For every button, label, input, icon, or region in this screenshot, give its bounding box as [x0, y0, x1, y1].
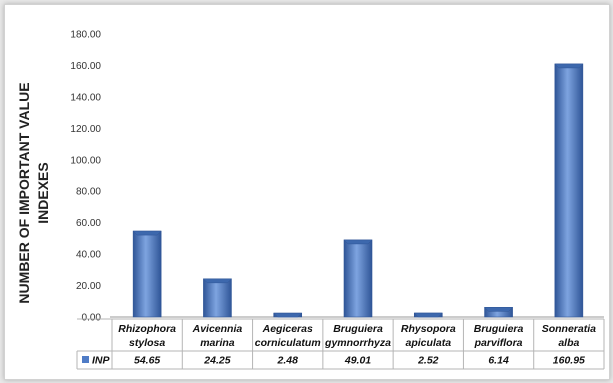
- y-tick-label: 140.00: [70, 92, 101, 103]
- bar-top: [554, 63, 584, 69]
- bar-top: [413, 312, 443, 318]
- bar-top: [343, 239, 373, 245]
- category-label: marina: [200, 337, 235, 349]
- category-label: corniculatum: [255, 337, 321, 349]
- value-label: 2.52: [417, 355, 439, 367]
- value-label: 160.95: [553, 355, 585, 367]
- bar: [132, 230, 162, 318]
- bar: [203, 278, 232, 318]
- y-tick-label: 160.00: [70, 61, 101, 72]
- y-tick-label: 40.00: [76, 250, 101, 261]
- category-label: Rhysopora: [401, 323, 456, 335]
- bar-top: [483, 307, 514, 312]
- bar-top: [273, 312, 303, 318]
- value-label: 24.25: [203, 355, 230, 367]
- y-tick-label: 80.00: [76, 187, 101, 198]
- y-tick-label: 100.00: [70, 155, 101, 166]
- y-tick-label: 0.00: [82, 313, 102, 324]
- category-label: Aegiceras: [262, 323, 313, 335]
- bar-top: [202, 278, 233, 284]
- category-label: gymnorrhyza: [324, 337, 391, 349]
- category-label: parviflora: [474, 337, 523, 349]
- y-tick-label: 60.00: [76, 218, 101, 229]
- chart-frame: NUMBER OF IMPORTANT VALUE INDEXES 0.00 20.0…: [4, 4, 610, 380]
- value-label: 2.48: [276, 355, 298, 367]
- bar-top: [132, 230, 162, 236]
- category-label: alba: [558, 337, 579, 349]
- legend-key: [82, 356, 89, 363]
- y-tick-label: 180.00: [70, 30, 101, 41]
- value-label: 6.14: [488, 355, 509, 367]
- category-label: apiculata: [406, 337, 452, 349]
- category-label: Rhizophora: [118, 323, 176, 335]
- category-label: Avicennia: [192, 323, 243, 335]
- y-axis-title-line: INDEXES: [35, 162, 51, 223]
- chart-svg: NUMBER OF IMPORTANT VALUE INDEXES 0.00 20.0…: [16, 30, 605, 370]
- bar: [554, 63, 584, 318]
- category-label: Bruguiera: [333, 323, 383, 335]
- y-tick-label: 20.00: [76, 281, 101, 292]
- category-label: Bruguiera: [474, 323, 524, 335]
- value-label: 49.01: [344, 355, 371, 367]
- series-name: INP: [92, 355, 111, 367]
- category-label: Sonneratia: [542, 323, 596, 335]
- bar: [343, 239, 373, 318]
- y-tick-label: 120.00: [70, 124, 101, 135]
- y-axis-title-line: NUMBER OF IMPORTANT VALUE: [16, 82, 32, 303]
- value-label: 54.65: [134, 355, 160, 367]
- category-label: stylosa: [129, 337, 165, 349]
